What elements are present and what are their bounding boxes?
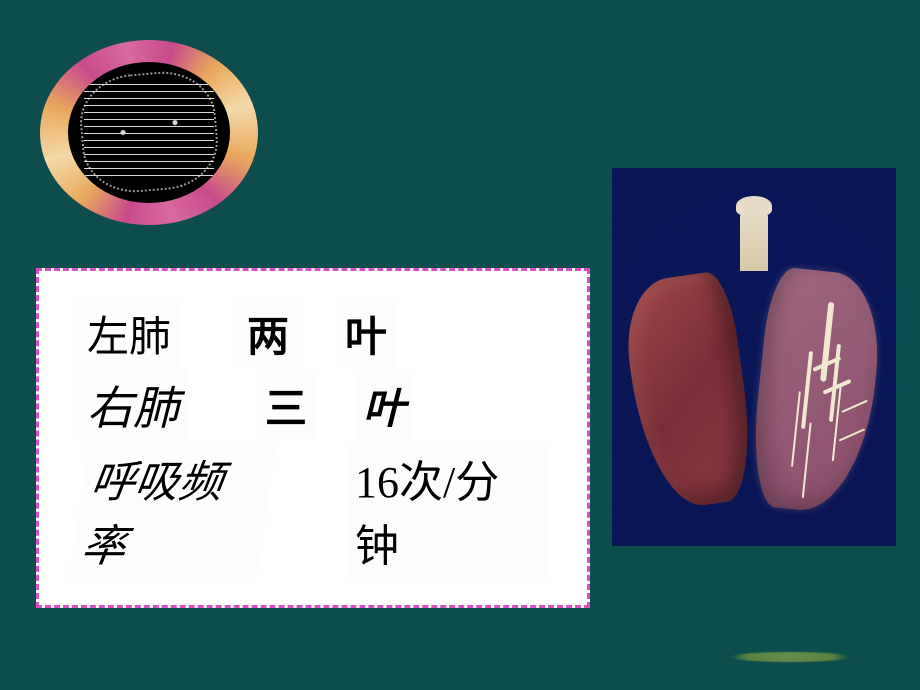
right-lung-count: 三 (257, 371, 315, 440)
oval-inner-graphic (68, 62, 230, 203)
lung-anatomy-image (612, 168, 896, 546)
left-lung-lobe (619, 269, 760, 512)
breath-rate-value: 16次/分钟 (347, 442, 547, 578)
breath-rate-row: 呼吸频率 16次/分钟 (79, 442, 547, 578)
right-lung-label: 右肺 (79, 368, 187, 442)
left-lung-count: 两 (239, 299, 297, 368)
right-lung-row: 右肺 三 叶 (79, 368, 547, 442)
right-lung-lobe (747, 266, 886, 517)
left-lung-unit: 叶 (337, 299, 395, 368)
lung-shape (634, 236, 874, 526)
right-lung-unit: 叶 (355, 371, 413, 440)
trachea (740, 211, 768, 271)
left-lung-label: 左肺 (79, 299, 179, 368)
oval-logo (40, 40, 258, 225)
corner-mark (730, 652, 850, 662)
lung-info-box: 左肺 两 叶 右肺 三 叶 呼吸频率 16次/分钟 (36, 268, 590, 608)
bronchi-tree (792, 300, 858, 464)
left-lung-row: 左肺 两 叶 (79, 299, 547, 368)
breath-rate-label: 呼吸频率 (69, 442, 276, 578)
oval-ring (40, 40, 258, 225)
